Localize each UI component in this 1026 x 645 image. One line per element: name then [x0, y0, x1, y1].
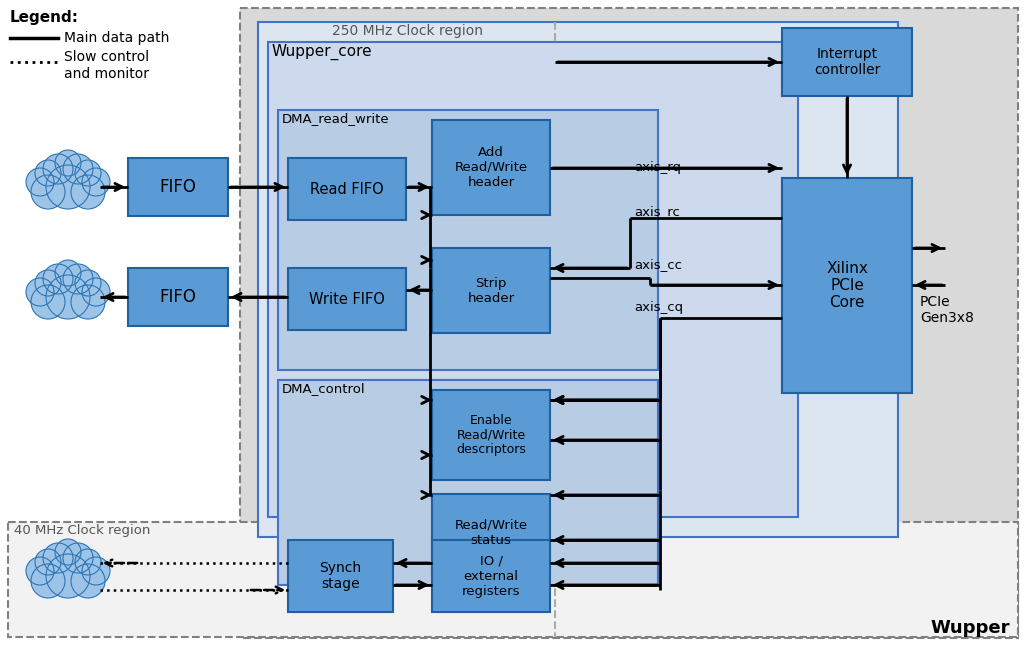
- Circle shape: [43, 154, 73, 184]
- Bar: [432, 390, 550, 480]
- Circle shape: [46, 165, 90, 209]
- Circle shape: [75, 160, 101, 186]
- Text: PCIe
Gen3x8: PCIe Gen3x8: [920, 295, 974, 325]
- Circle shape: [63, 264, 93, 294]
- Circle shape: [55, 260, 81, 286]
- Text: axis_rc: axis_rc: [634, 206, 680, 219]
- Circle shape: [75, 270, 101, 296]
- Bar: [432, 120, 550, 215]
- Circle shape: [63, 543, 93, 573]
- Text: FIFO: FIFO: [160, 288, 196, 306]
- Text: Wupper: Wupper: [931, 619, 1010, 637]
- Text: Synch
stage: Synch stage: [319, 561, 361, 591]
- Bar: [288, 540, 393, 612]
- Text: axis_cc: axis_cc: [634, 259, 682, 272]
- Text: Xilinx
PCIe
Core: Xilinx PCIe Core: [826, 261, 868, 310]
- Bar: [268, 42, 798, 517]
- Circle shape: [63, 154, 93, 184]
- Circle shape: [43, 543, 73, 573]
- Bar: [278, 110, 658, 370]
- Text: DMA_control: DMA_control: [282, 382, 365, 395]
- Text: Enable
Read/Write
descriptors: Enable Read/Write descriptors: [457, 413, 526, 457]
- Text: Add
Read/Write
header: Add Read/Write header: [455, 146, 527, 189]
- Circle shape: [82, 278, 110, 306]
- Text: Strip
header: Strip header: [468, 277, 515, 304]
- Circle shape: [26, 557, 54, 585]
- Circle shape: [31, 285, 65, 319]
- Text: 40 MHz Clock region: 40 MHz Clock region: [14, 524, 151, 537]
- Text: Read/Write
status: Read/Write status: [455, 519, 527, 547]
- Bar: [278, 380, 658, 585]
- Circle shape: [71, 175, 105, 209]
- Bar: [128, 268, 228, 326]
- Circle shape: [26, 278, 54, 306]
- Circle shape: [71, 285, 105, 319]
- Bar: [782, 178, 912, 393]
- Circle shape: [71, 564, 105, 598]
- Text: Wupper_core: Wupper_core: [272, 44, 372, 60]
- Bar: [8, 522, 1018, 637]
- Text: axis_rq: axis_rq: [634, 161, 681, 175]
- Text: Read FIFO: Read FIFO: [310, 181, 384, 197]
- Circle shape: [26, 168, 54, 196]
- Text: and monitor: and monitor: [64, 67, 149, 81]
- Text: IO /
external
registers: IO / external registers: [462, 555, 520, 597]
- Text: Slow control: Slow control: [64, 50, 149, 64]
- Text: DMA_read_write: DMA_read_write: [282, 112, 390, 125]
- Text: Main data path: Main data path: [64, 31, 169, 45]
- Text: 250 MHz Clock region: 250 MHz Clock region: [332, 24, 483, 38]
- Circle shape: [31, 175, 65, 209]
- Bar: [432, 494, 550, 572]
- Text: Interrupt
controller: Interrupt controller: [814, 47, 880, 77]
- Circle shape: [75, 549, 101, 575]
- Circle shape: [43, 264, 73, 294]
- Bar: [240, 8, 1018, 638]
- Circle shape: [55, 539, 81, 565]
- Bar: [258, 22, 898, 537]
- Bar: [782, 28, 912, 96]
- Text: FIFO: FIFO: [160, 178, 196, 196]
- Circle shape: [35, 270, 61, 296]
- Bar: [288, 268, 406, 330]
- Circle shape: [35, 549, 61, 575]
- Circle shape: [82, 168, 110, 196]
- Text: axis_cq: axis_cq: [634, 301, 683, 315]
- Circle shape: [55, 150, 81, 176]
- Circle shape: [35, 160, 61, 186]
- Circle shape: [82, 557, 110, 585]
- Bar: [432, 248, 550, 333]
- Text: Write FIFO: Write FIFO: [309, 292, 385, 306]
- Circle shape: [46, 554, 90, 598]
- Circle shape: [31, 564, 65, 598]
- Bar: [432, 540, 550, 612]
- Bar: [288, 158, 406, 220]
- Circle shape: [46, 275, 90, 319]
- Bar: [128, 158, 228, 216]
- Text: Legend:: Legend:: [10, 10, 79, 25]
